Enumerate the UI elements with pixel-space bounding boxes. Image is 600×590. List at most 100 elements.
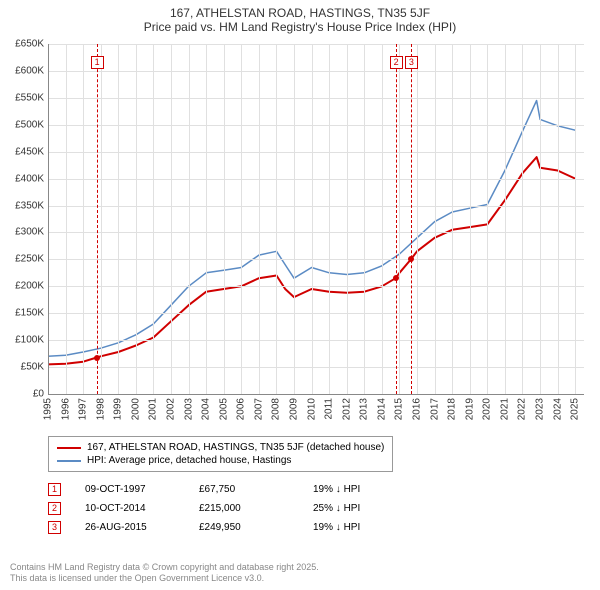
gridline-h xyxy=(48,98,584,99)
gridline-v xyxy=(347,44,348,394)
gridline-v xyxy=(189,44,190,394)
y-tick-label: £200K xyxy=(0,281,44,292)
x-tick-label: 2004 xyxy=(201,398,212,420)
y-tick-label: £650K xyxy=(0,39,44,50)
x-tick-label: 1997 xyxy=(78,398,89,420)
gridline-v xyxy=(575,44,576,394)
x-tick-label: 2000 xyxy=(130,398,141,420)
chart-container: 167, ATHELSTAN ROAD, HASTINGS, TN35 5JF … xyxy=(0,0,600,590)
gridline-v xyxy=(417,44,418,394)
sale-date: 09-OCT-1997 xyxy=(85,484,175,495)
legend-label: 167, ATHELSTAN ROAD, HASTINGS, TN35 5JF … xyxy=(87,442,384,453)
sale-price: £215,000 xyxy=(199,503,289,514)
gridline-v xyxy=(540,44,541,394)
x-tick-label: 2016 xyxy=(412,398,423,420)
gridline-v xyxy=(312,44,313,394)
x-tick-label: 2006 xyxy=(236,398,247,420)
legend-swatch xyxy=(57,447,81,449)
sale-hpi-diff: 19% ↓ HPI xyxy=(313,522,403,533)
y-tick-label: £500K xyxy=(0,119,44,130)
gridline-v xyxy=(558,44,559,394)
sale-marker-dot xyxy=(408,256,414,262)
x-tick-label: 2007 xyxy=(253,398,264,420)
sale-date: 10-OCT-2014 xyxy=(85,503,175,514)
x-tick-label: 2024 xyxy=(552,398,563,420)
gridline-v xyxy=(241,44,242,394)
legend: 167, ATHELSTAN ROAD, HASTINGS, TN35 5JF … xyxy=(48,436,393,472)
gridline-v xyxy=(206,44,207,394)
x-tick-label: 2009 xyxy=(289,398,300,420)
sale-hpi-diff: 19% ↓ HPI xyxy=(313,484,403,495)
gridline-v xyxy=(101,44,102,394)
legend-item: 167, ATHELSTAN ROAD, HASTINGS, TN35 5JF … xyxy=(57,441,384,454)
gridline-v xyxy=(382,44,383,394)
x-tick-label: 2022 xyxy=(517,398,528,420)
sale-row-marker: 1 xyxy=(48,483,61,496)
x-tick-label: 2002 xyxy=(166,398,177,420)
x-tick-label: 2001 xyxy=(148,398,159,420)
gridline-v xyxy=(294,44,295,394)
attribution-line: Contains HM Land Registry data © Crown c… xyxy=(10,562,319,573)
gridline-v xyxy=(259,44,260,394)
y-tick-label: £50K xyxy=(0,362,44,373)
legend-item: HPI: Average price, detached house, Hast… xyxy=(57,454,384,467)
y-tick-label: £100K xyxy=(0,335,44,346)
sale-price: £249,950 xyxy=(199,522,289,533)
x-tick-label: 2020 xyxy=(482,398,493,420)
sale-marker-box: 3 xyxy=(405,56,418,69)
gridline-v xyxy=(118,44,119,394)
sale-marker-dot xyxy=(94,355,100,361)
chart-title: 167, ATHELSTAN ROAD, HASTINGS, TN35 5JF xyxy=(0,6,600,20)
legend-label: HPI: Average price, detached house, Hast… xyxy=(87,455,291,466)
gridline-h xyxy=(48,232,584,233)
gridline-h xyxy=(48,206,584,207)
gridline-v xyxy=(171,44,172,394)
sale-marker-box: 1 xyxy=(91,56,104,69)
gridline-v xyxy=(522,44,523,394)
sale-date: 26-AUG-2015 xyxy=(85,522,175,533)
gridline-h xyxy=(48,367,584,368)
attribution: Contains HM Land Registry data © Crown c… xyxy=(10,562,319,584)
sale-hpi-diff: 25% ↓ HPI xyxy=(313,503,403,514)
gridline-h xyxy=(48,44,584,45)
y-tick-label: £300K xyxy=(0,227,44,238)
y-tick-label: £250K xyxy=(0,254,44,265)
x-tick-label: 2021 xyxy=(499,398,510,420)
x-tick-label: 1996 xyxy=(60,398,71,420)
y-tick-label: £400K xyxy=(0,173,44,184)
gridline-v xyxy=(153,44,154,394)
attribution-line: This data is licensed under the Open Gov… xyxy=(10,573,319,584)
x-tick-label: 1998 xyxy=(95,398,106,420)
sale-row: 2 10-OCT-2014 £215,000 25% ↓ HPI xyxy=(48,499,403,518)
gridline-v xyxy=(505,44,506,394)
gridline-h xyxy=(48,152,584,153)
gridline-h xyxy=(48,125,584,126)
sales-table: 1 09-OCT-1997 £67,750 19% ↓ HPI 2 10-OCT-2014… xyxy=(48,480,403,537)
gridline-v xyxy=(83,44,84,394)
y-tick-label: £450K xyxy=(0,146,44,157)
x-tick-label: 1999 xyxy=(113,398,124,420)
x-tick-label: 2010 xyxy=(306,398,317,420)
sale-price: £67,750 xyxy=(199,484,289,495)
gridline-v xyxy=(399,44,400,394)
plot-area: £0£50K£100K£150K£200K£250K£300K£350K£400… xyxy=(48,44,584,394)
gridline-v xyxy=(329,44,330,394)
gridline-v xyxy=(66,44,67,394)
y-tick-label: £150K xyxy=(0,308,44,319)
gridline-h xyxy=(48,313,584,314)
y-tick-label: £0 xyxy=(0,389,44,400)
sale-row-marker: 3 xyxy=(48,521,61,534)
plot-svg xyxy=(48,44,584,394)
sale-row: 1 09-OCT-1997 £67,750 19% ↓ HPI xyxy=(48,480,403,499)
x-tick-label: 1995 xyxy=(43,398,54,420)
gridline-v xyxy=(435,44,436,394)
gridline-h xyxy=(48,259,584,260)
x-tick-label: 2008 xyxy=(271,398,282,420)
gridline-v xyxy=(276,44,277,394)
sale-row-marker: 2 xyxy=(48,502,61,515)
x-tick-label: 2011 xyxy=(324,398,335,420)
gridline-h xyxy=(48,286,584,287)
x-tick-label: 2023 xyxy=(535,398,546,420)
chart-subtitle: Price paid vs. HM Land Registry's House … xyxy=(0,20,600,34)
legend-swatch xyxy=(57,460,81,462)
